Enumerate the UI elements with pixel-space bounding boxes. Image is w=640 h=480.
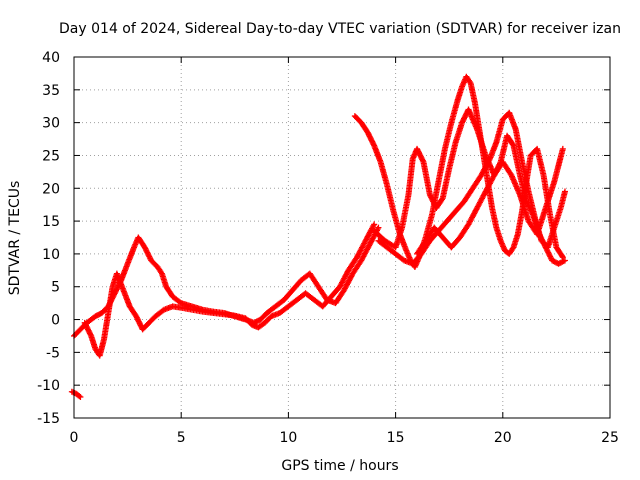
y-tick-label: 0 [51, 313, 60, 329]
data-point [509, 245, 516, 252]
grid-lines [74, 57, 610, 418]
axis-ticks: 0 5 10 15 20 25 -15 -10 -5 0 5 10 15 20 25 30 35 40 [37, 50, 619, 446]
y-axis-label: SDTVAR / TECUs [7, 181, 23, 296]
data-point [438, 196, 445, 203]
series-track-a [71, 224, 382, 339]
data-point [561, 188, 568, 195]
data-point [371, 221, 378, 228]
y-tick-label: -15 [37, 411, 60, 427]
y-tick-label: 40 [42, 50, 60, 66]
y-tick-label: 25 [42, 148, 60, 164]
data-point [375, 224, 382, 231]
y-tick-label: 15 [42, 214, 60, 230]
y-tick-label: 10 [42, 247, 60, 263]
x-tick-label: 10 [279, 430, 297, 446]
series-track-c [68, 388, 84, 400]
series-track-f [375, 109, 568, 267]
y-tick-label: 35 [42, 83, 60, 99]
x-tick-label: 15 [387, 430, 405, 446]
plot-frame [73, 56, 611, 419]
data-point [509, 141, 516, 148]
y-tick-label: 20 [42, 181, 60, 197]
x-axis-label: GPS time / hours [281, 458, 398, 474]
series-track-g [414, 145, 566, 257]
data-point [77, 393, 84, 400]
data-point [560, 258, 567, 265]
data-point [158, 269, 165, 276]
y-tick-label: -5 [46, 345, 60, 361]
data-point [76, 393, 83, 400]
chart-title: Day 014 of 2024, Sidereal Day-to-day VTE… [59, 21, 621, 37]
data-points [68, 73, 568, 400]
x-tick-label: 0 [70, 430, 79, 446]
data-point [559, 145, 566, 152]
x-tick-label: 5 [177, 430, 186, 446]
y-tick-label: 5 [51, 280, 60, 296]
x-tick-label: 25 [601, 430, 619, 446]
data-point [466, 78, 473, 85]
y-tick-label: -10 [37, 378, 60, 394]
data-point [559, 252, 566, 259]
y-tick-label: 30 [42, 116, 60, 132]
data-point [561, 257, 568, 264]
x-tick-label: 20 [494, 430, 512, 446]
series-track-b [81, 221, 378, 359]
